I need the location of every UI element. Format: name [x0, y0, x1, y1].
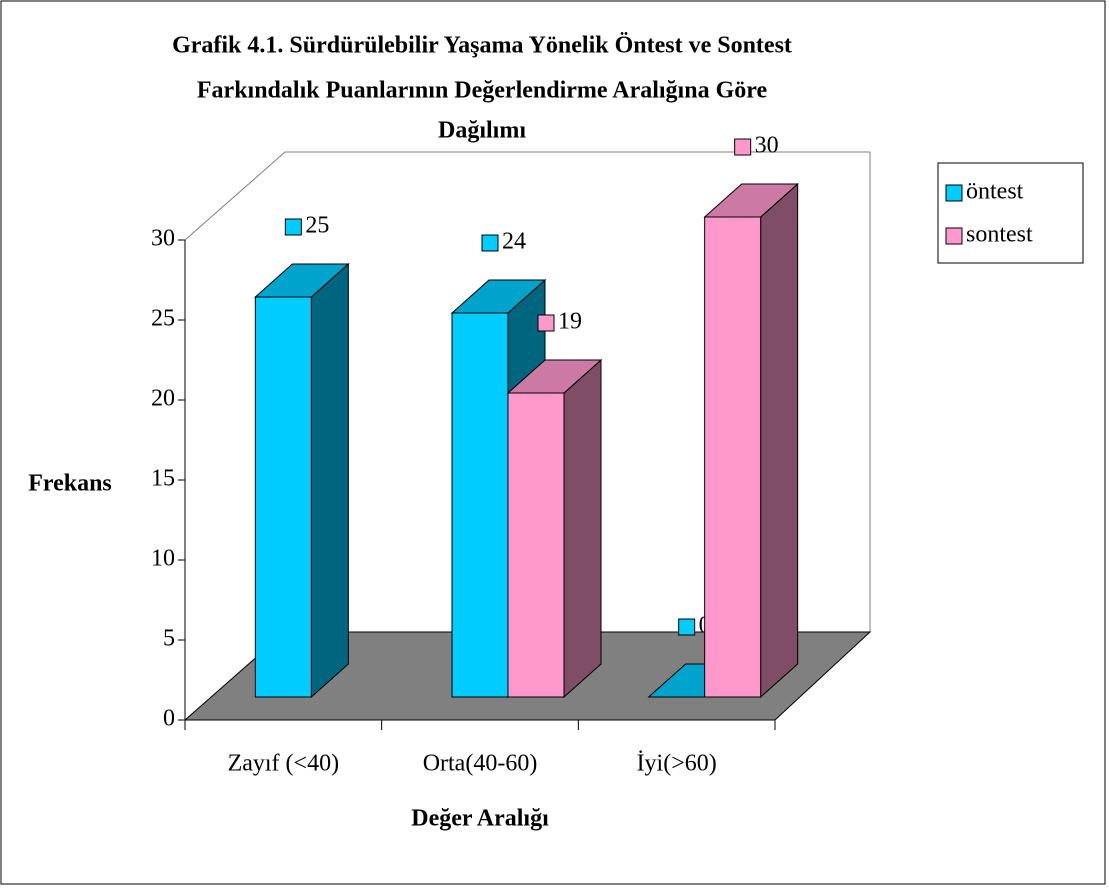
legend-key — [945, 184, 963, 202]
y-tick-label: 30 — [151, 226, 175, 252]
title-line: Farkındalık Puanlarının Değerlendirme Ar… — [197, 78, 768, 104]
title-line: Dağılımı — [438, 118, 526, 144]
bar-front — [507, 392, 565, 698]
x-tick-label: Orta(40-60) — [423, 751, 538, 777]
bar-side — [563, 358, 602, 699]
value-label: 24 — [502, 229, 526, 255]
chart-title: Grafik 4.1. Sürdürülebilir Yaşama Yöneli… — [172, 33, 792, 144]
value-label: 30 — [755, 133, 779, 159]
value-label: 25 — [305, 213, 329, 239]
y-tick-label: 0 — [163, 706, 175, 732]
bar-side — [310, 262, 349, 699]
bar-front — [451, 312, 509, 698]
y-tick-label: 15 — [151, 466, 175, 492]
legend-label: öntest — [966, 179, 1024, 205]
legend — [937, 162, 1084, 264]
value-label-key — [734, 138, 752, 156]
x-tick-label: İyi(>60) — [637, 751, 717, 777]
bar — [506, 358, 603, 699]
y-tick-label: 20 — [151, 386, 175, 412]
bar-front — [704, 216, 762, 698]
legend-key — [945, 227, 963, 245]
x-axis-label: Değer Aralığı — [411, 806, 549, 832]
y-tick-label: 5 — [163, 626, 175, 652]
bar — [703, 182, 799, 699]
bar-side — [760, 182, 799, 699]
value-label: 19 — [558, 309, 582, 335]
back-wall — [184, 151, 871, 632]
title-line: Grafik 4.1. Sürdürülebilir Yaşama Yöneli… — [172, 33, 792, 59]
y-axis-label: Frekans — [28, 471, 112, 497]
y-tick-label: 25 — [151, 306, 175, 332]
value-label-key — [481, 234, 499, 252]
y-tick-label: 10 — [151, 546, 175, 572]
value-label-key — [678, 618, 696, 636]
bar — [254, 262, 350, 699]
x-tick-label: Zayıf (<40) — [228, 751, 340, 777]
bar-front — [254, 296, 312, 698]
legend-label: sontest — [966, 222, 1033, 248]
value-label-key — [537, 314, 555, 332]
value-label-key — [284, 218, 302, 236]
